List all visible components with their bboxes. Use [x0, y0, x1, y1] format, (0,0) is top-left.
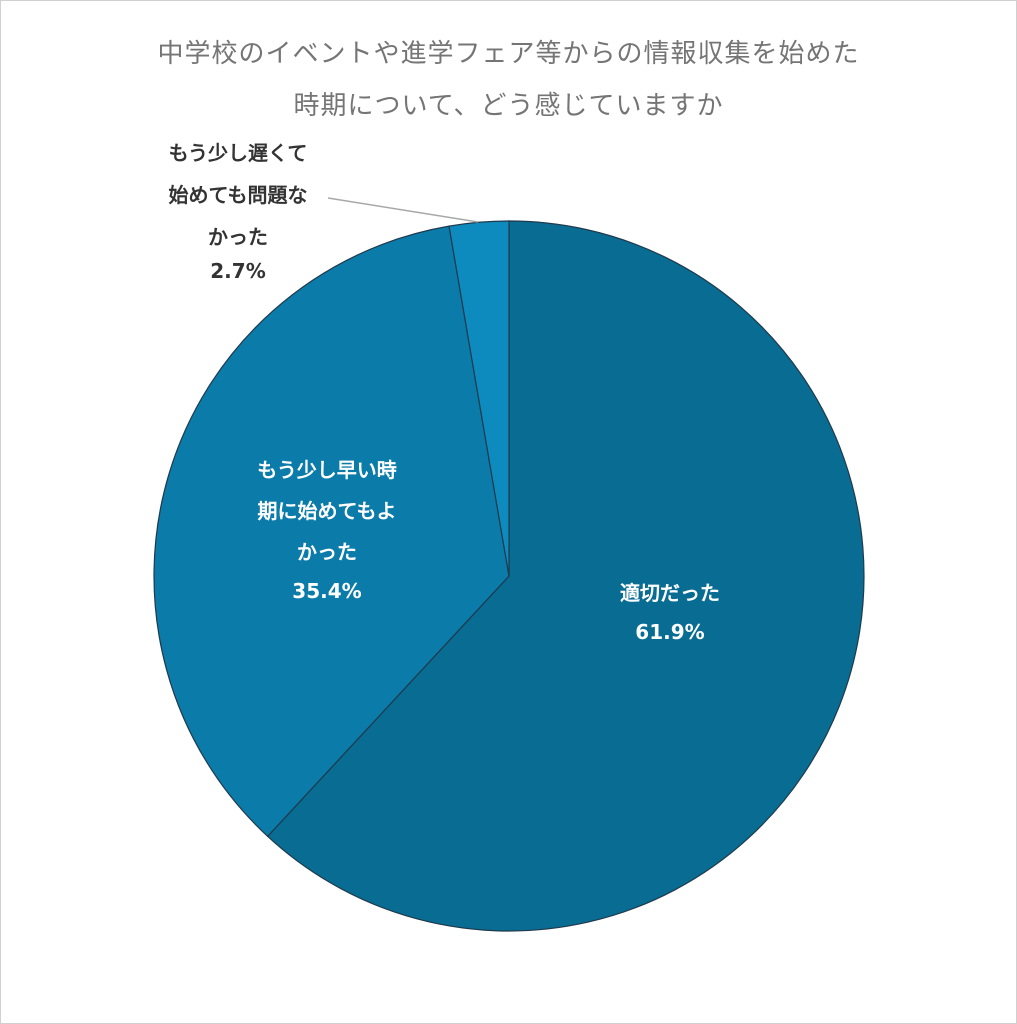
slice-3-name-line-2: 始めても問題な [169, 183, 308, 207]
slice-3-name-line-3: かった [208, 225, 268, 249]
pie-slice-1 [266, 220, 865, 932]
slice-2-name-line-2: 期に始めてもよ [258, 499, 397, 523]
pie-slice-2 [153, 225, 510, 838]
slice-3-name-line-1: もう少し遅くて [169, 141, 308, 165]
slice-2-name-line-3: かった [297, 540, 357, 564]
slice-1-name: 適切だった [620, 581, 720, 605]
slice-2-label: もう少し早い時 期に始めてもよ かった 35.4% [257, 458, 396, 603]
chart-title-line-1: 中学校のイベントや進学フェア等からの情報収集を始めた [157, 39, 860, 69]
pie-slices [153, 220, 865, 932]
chart-title-line-2: 時期について、どう感じていますか [293, 91, 724, 121]
slice-2-value: 35.4% [292, 579, 361, 603]
slice-1-value: 61.9% [635, 620, 704, 644]
pie-slice-3 [448, 220, 510, 577]
slice-3-label: もう少し遅くて 始めても問題な かった 2.7% [169, 141, 308, 283]
slice-1-label: 適切だった 61.9% [620, 581, 720, 644]
slice-3-leader-line [327, 197, 479, 223]
chart-title: 中学校のイベントや進学フェア等からの情報収集を始めた 時期について、どう感じてい… [0, 28, 1017, 132]
slice-3-value: 2.7% [210, 259, 265, 283]
slice-2-name-line-1: もう少し早い時 [257, 458, 396, 482]
